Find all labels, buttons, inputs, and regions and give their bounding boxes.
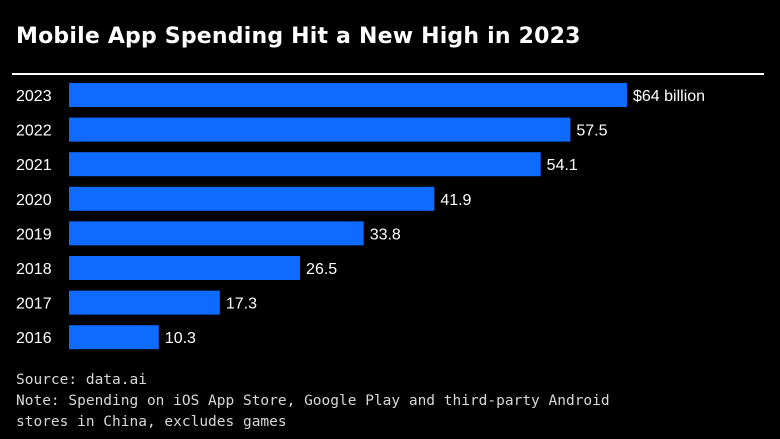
data-label: 57.5 [576, 123, 607, 140]
data-label: 10.3 [165, 330, 196, 347]
bar-2016 [69, 325, 159, 350]
footnote: Note: Spending on iOS App Store, Google … [16, 393, 610, 430]
data-label: 41.9 [440, 192, 471, 209]
bar-2021 [69, 152, 541, 177]
category-label: 2019 [16, 226, 52, 243]
category-label: 2020 [16, 192, 52, 209]
category-label: 2021 [16, 157, 52, 174]
data-label: 33.8 [370, 226, 401, 243]
category-label: 2017 [16, 296, 52, 313]
source-note: Source: data.ai [16, 372, 147, 388]
category-label: 2016 [16, 330, 52, 347]
category-label: 2022 [16, 123, 52, 140]
data-label: 54.1 [547, 157, 578, 174]
bar-2023 [69, 83, 627, 107]
category-label: 2018 [16, 261, 52, 278]
data-label: 26.5 [306, 261, 337, 278]
category-label: 2023 [16, 88, 52, 105]
bar-2018 [69, 256, 301, 280]
bar-2022 [69, 117, 571, 142]
bar-2020 [69, 186, 435, 211]
chart-title: Mobile App Spending Hit a New High in 20… [16, 24, 581, 49]
data-label: $64 billion [633, 88, 705, 105]
data-label: 17.3 [226, 296, 257, 313]
title-divider [12, 73, 764, 75]
bar-2017 [69, 290, 220, 315]
bar-2019 [69, 221, 364, 246]
bar-chart: 2023 $64 billion 2022 57.5 2021 54.1 2020 41.9 2… [16, 83, 705, 350]
